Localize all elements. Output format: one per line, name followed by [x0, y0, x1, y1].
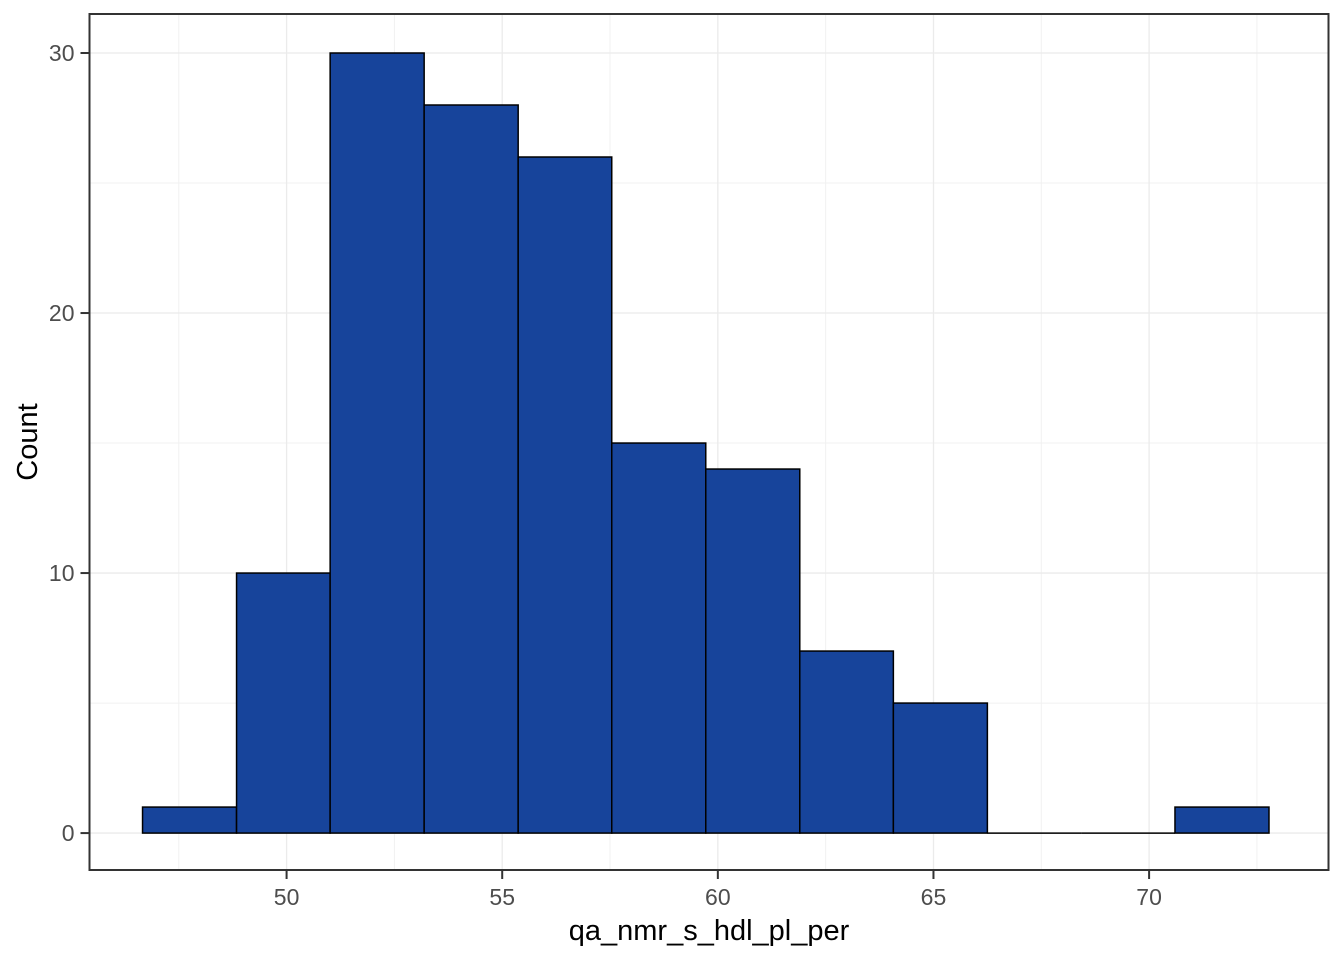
histogram-bar	[799, 650, 895, 834]
histogram-bars	[141, 52, 1270, 834]
histogram-bar	[611, 442, 707, 834]
x-axis-title: qa_nmr_s_hdl_pl_per	[569, 915, 850, 947]
y-tick-label: 30	[49, 40, 75, 66]
y-tick-label: 10	[49, 560, 75, 586]
histogram-bar	[141, 806, 238, 834]
x-tick-label: 55	[489, 884, 515, 910]
histogram-bar	[423, 104, 519, 834]
axis-tick-marks	[80, 52, 1151, 879]
histogram-bar	[1174, 806, 1270, 834]
histogram-bar	[892, 702, 989, 834]
x-tick-label: 60	[705, 884, 731, 910]
y-axis-title: Count	[12, 403, 44, 480]
y-tick-label: 20	[49, 300, 75, 326]
x-tick-label: 50	[274, 884, 300, 910]
axis-tick-labels: 50 55 60 65 70 0 10 20 30	[49, 40, 1162, 910]
x-tick-label: 65	[921, 884, 947, 910]
histogram-bar	[517, 156, 613, 834]
x-tick-label: 70	[1136, 884, 1162, 910]
y-tick-label: 0	[62, 820, 75, 846]
histogram-bar	[329, 52, 425, 834]
histogram-bar	[235, 572, 331, 834]
histogram-bar	[705, 468, 801, 834]
panel-border	[88, 13, 1330, 871]
